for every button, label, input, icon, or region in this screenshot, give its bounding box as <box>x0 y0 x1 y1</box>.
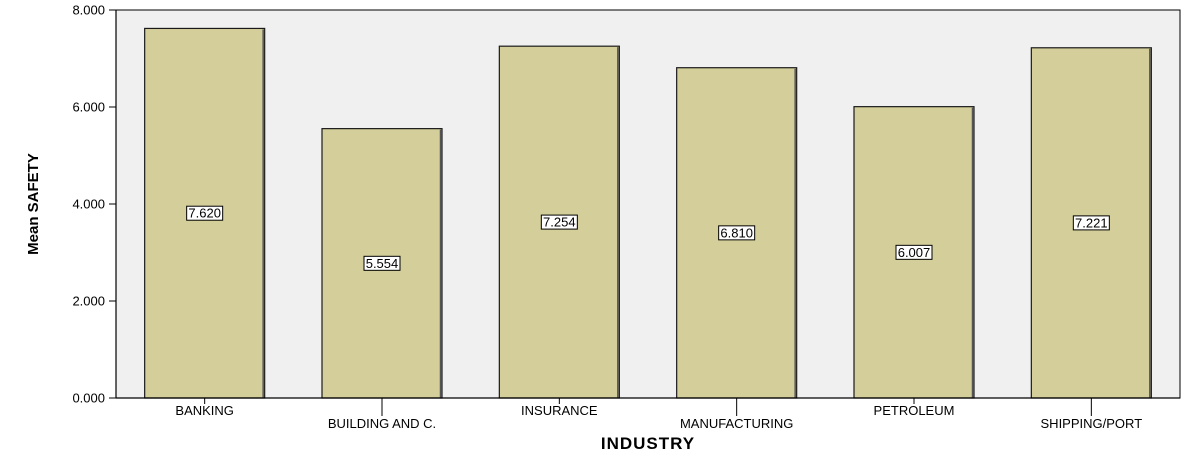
x-tick-label: BUILDING AND C. <box>328 416 436 431</box>
x-axis: BANKING BUILDING AND C. INSURANCE MANUFACTU… <box>116 397 1180 431</box>
data-label-box <box>1072 215 1110 231</box>
bars-group: 7.620 5.554 7.254 6.810 6.007 7.221 <box>144 27 1152 399</box>
x-tick-label: MANUFACTURING <box>680 416 793 431</box>
y-tick-label: 0.000 <box>72 391 105 406</box>
y-tick-label: 4.000 <box>72 197 105 212</box>
y-axis-title: Mean SAFETY <box>25 153 42 255</box>
plot-area <box>115 9 1181 399</box>
data-label-box <box>363 255 401 271</box>
data-label: 5.554 <box>366 256 399 271</box>
data-label-box <box>540 214 578 230</box>
data-label-box <box>186 205 224 221</box>
data-label-box <box>718 225 756 241</box>
y-tick-label: 2.000 <box>72 294 105 309</box>
data-label: 7.254 <box>543 215 576 230</box>
x-tick-label: SHIPPING/PORT <box>1041 416 1143 431</box>
x-tick-label: INSURANCE <box>521 403 598 418</box>
data-label: 7.620 <box>188 206 221 221</box>
data-label: 6.007 <box>898 245 931 260</box>
x-tick-label: BANKING <box>175 403 234 418</box>
data-label-box <box>895 244 933 260</box>
x-tick-label: PETROLEUM <box>874 403 955 418</box>
data-label: 6.810 <box>720 225 753 240</box>
y-tick-label: 8.000 <box>72 3 105 18</box>
y-tick-label: 6.000 <box>72 100 105 115</box>
x-axis-title: INDUSTRY <box>601 434 695 453</box>
y-axis: 0.000 2.000 4.000 6.000 8.000 <box>72 3 117 406</box>
data-label: 7.221 <box>1075 215 1108 230</box>
